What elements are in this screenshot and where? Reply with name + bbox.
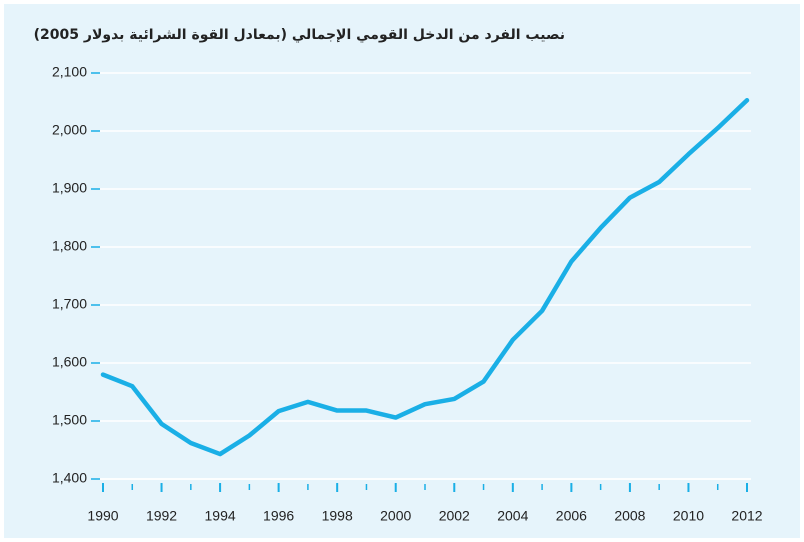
y-tick-label: 2,000	[52, 122, 87, 138]
x-tick-label: 1998	[322, 508, 353, 524]
x-tick-label: 1994	[205, 508, 236, 524]
y-tick-label: 1,800	[52, 238, 87, 254]
y-tick-label: 2,100	[52, 64, 87, 80]
x-tick-label: 2008	[614, 508, 645, 524]
x-tick-label: 1996	[263, 508, 294, 524]
x-tick-label: 2010	[673, 508, 704, 524]
panel	[4, 4, 800, 538]
y-tick-label: 1,600	[52, 354, 87, 370]
x-tick-label: 2000	[380, 508, 411, 524]
chart-title: نصيب الفرد من الدخل القومي الإجمالي (بمع…	[34, 27, 565, 43]
x-tick-label: 1990	[87, 508, 118, 524]
x-tick-label: 1992	[146, 508, 177, 524]
x-tick-label: 2006	[556, 508, 587, 524]
y-tick-label: 1,900	[52, 180, 87, 196]
line	[100, 98, 750, 457]
y-tick-label: 1,400	[52, 470, 87, 486]
y-tick-label: 1,500	[52, 412, 87, 428]
x-tick-label: 2002	[439, 508, 470, 524]
x-tick-label: 2012	[731, 508, 762, 524]
y-tick-label: 1,700	[52, 296, 87, 312]
x-tick-label: 2004	[497, 508, 528, 524]
